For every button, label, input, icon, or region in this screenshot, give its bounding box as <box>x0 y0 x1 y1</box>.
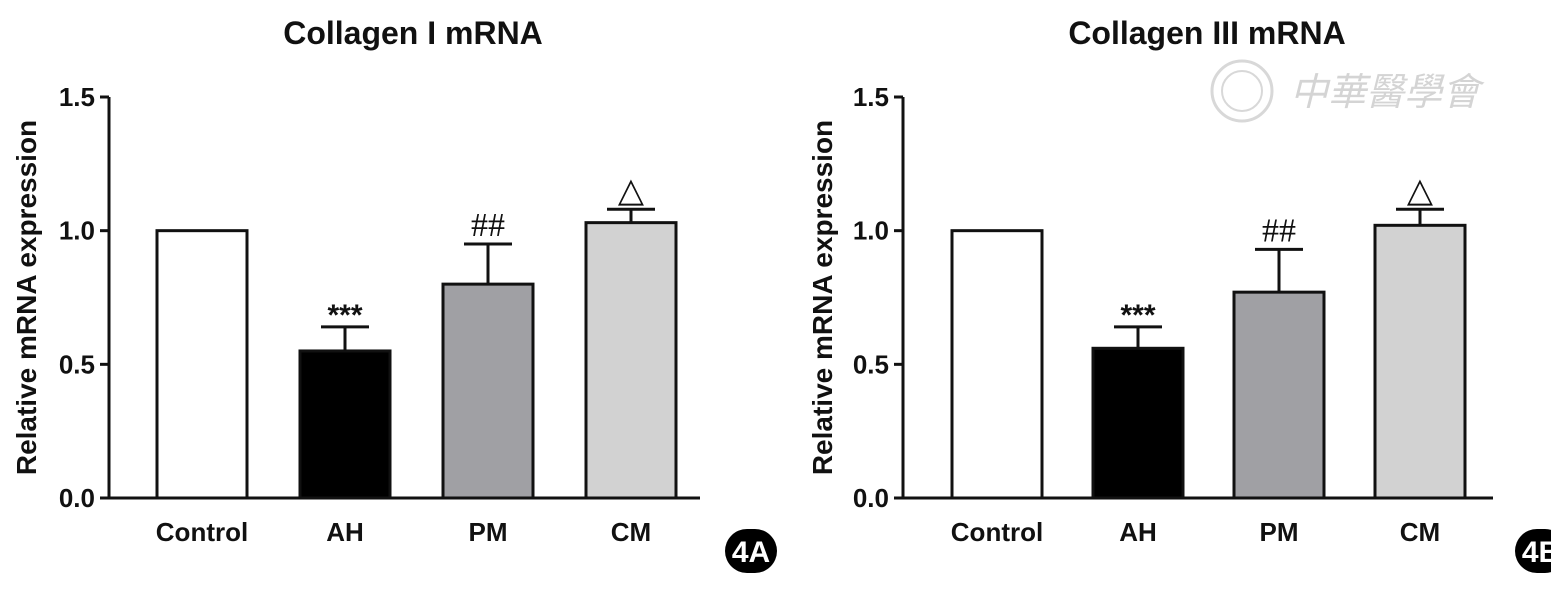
panel-label-badge <box>725 529 777 573</box>
significance-label: ## <box>471 207 505 244</box>
significance-label: *** <box>327 299 362 332</box>
y-tick-label: 0.0 <box>59 483 95 513</box>
chart-title: Collagen I mRNA <box>283 15 543 51</box>
x-tick-label: Control <box>951 517 1043 547</box>
significance-label: ## <box>1262 212 1296 249</box>
bar-pm <box>1232 290 1326 500</box>
watermark-seal-inner-icon <box>1221 70 1263 112</box>
x-tick-label: Control <box>156 517 248 547</box>
watermark-seal-icon <box>1210 59 1274 123</box>
bar-cm <box>1373 223 1467 500</box>
panel-label: 4A <box>732 536 770 569</box>
bar-pm <box>441 282 535 500</box>
panel-4a: Collagen I mRNA Relative mRNA expression 0… <box>11 15 777 573</box>
panel-label: 4B <box>1522 536 1551 569</box>
x-tick-label: AH <box>1119 517 1157 547</box>
y-tick-label: 0.0 <box>853 483 889 513</box>
y-tick-label: 1.5 <box>59 82 95 112</box>
x-tick-label: AH <box>326 517 364 547</box>
y-axis-label: Relative mRNA expression <box>807 120 838 475</box>
y-tick-label: 0.5 <box>853 349 889 379</box>
significance-label: *** <box>1120 299 1155 332</box>
y-tick-label: 1.0 <box>59 216 95 246</box>
x-tick-label: PM <box>469 517 508 547</box>
bar-ah <box>298 349 392 500</box>
panel-label-badge <box>1515 529 1551 573</box>
y-axis-label: Relative mRNA expression <box>11 120 42 475</box>
y-tick-label: 0.5 <box>59 349 95 379</box>
panel-4b: Collagen III mRNA Relative mRNA expressio… <box>807 15 1551 573</box>
x-tick-label: PM <box>1260 517 1299 547</box>
chart-title: Collagen III mRNA <box>1068 15 1345 51</box>
y-tick-label: 1.0 <box>853 216 889 246</box>
watermark-text: 中華醫學會 <box>1290 70 1485 114</box>
x-tick-label: CM <box>611 517 651 547</box>
significance-label: △ <box>1407 172 1434 209</box>
bar-ah <box>1091 346 1185 500</box>
bar-control <box>950 229 1044 500</box>
significance-label: △ <box>618 172 645 209</box>
x-tick-label: CM <box>1400 517 1440 547</box>
watermark: 中華醫學會 <box>1210 59 1485 123</box>
y-tick-label: 1.5 <box>853 82 889 112</box>
bar-control <box>155 229 249 500</box>
bar-cm <box>584 221 678 500</box>
